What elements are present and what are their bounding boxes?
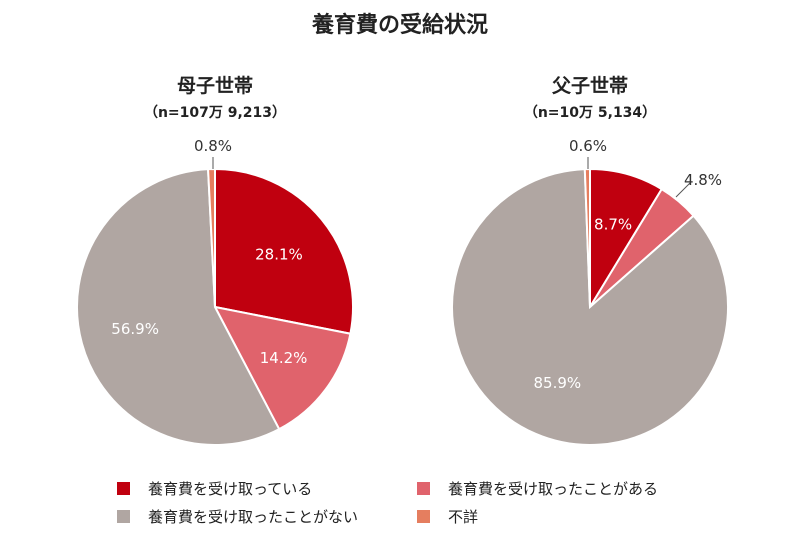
legend-swatch-never (117, 510, 130, 523)
left-pie-label-received-before: 14.2% (260, 349, 308, 367)
legend-label-receiving: 養育費を受け取っている (148, 480, 312, 498)
chart-title: 養育費の受給状況 (312, 12, 488, 38)
legend-swatch-receiving (117, 482, 130, 495)
legend-label-never: 養育費を受け取ったことがない (148, 508, 358, 526)
left-pie-label-never: 56.9% (111, 320, 159, 338)
legend-label-received-before: 養育費を受け取ったことがある (448, 480, 658, 498)
left-pie: 28.1% 14.2% 56.9% 0.8% (76, 137, 354, 446)
right-pie-title: 父子世帯 (551, 74, 628, 97)
legend-label-unknown: 不詳 (448, 508, 478, 526)
left-pie-slice-unknown (207, 167, 216, 308)
left-pie-slice-never (76, 168, 281, 446)
legend-swatch-unknown (417, 510, 430, 523)
legend-swatch-received-before (417, 482, 430, 495)
left-pie-label-receiving: 28.1% (255, 245, 303, 263)
right-pie-label-received-before: 4.8% (684, 171, 722, 189)
left-pie-sample-size: （n=107万 9,213） (144, 105, 286, 121)
left-pie-label-unknown: 0.8% (194, 137, 232, 155)
right-pie-label-unknown: 0.6% (569, 137, 607, 155)
legend: 養育費を受け取っている 養育費を受け取ったことがある 養育費を受け取ったことがな… (117, 480, 658, 526)
left-pie-title: 母子世帯 (177, 74, 253, 97)
right-pie-label-receiving: 8.7% (594, 216, 632, 234)
left-pie-slice-received-before (213, 305, 352, 431)
left-pie-slice-receiving (214, 167, 354, 335)
right-pie-sample-size: （n=10万 5,134） (524, 105, 656, 121)
right-pie-slice-never (451, 168, 729, 446)
right-pie-leader-received-before (675, 182, 691, 198)
right-pie: 8.7% 4.8% 85.9% 0.6% (451, 137, 729, 446)
right-pie-label-never: 85.9% (534, 374, 582, 392)
right-pie-slice-unknown (583, 167, 591, 308)
